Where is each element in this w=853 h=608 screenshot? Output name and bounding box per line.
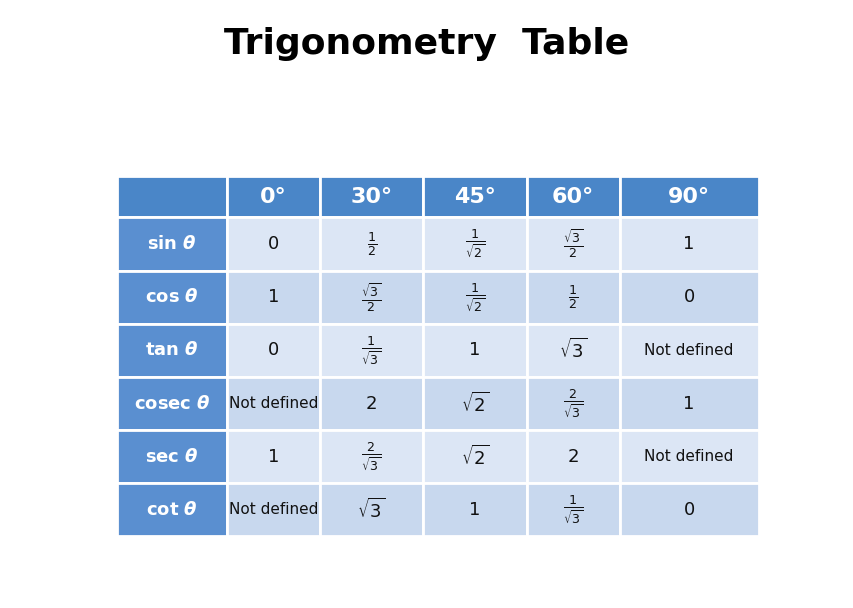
FancyBboxPatch shape	[423, 271, 526, 323]
Text: 30°: 30°	[351, 187, 392, 207]
FancyBboxPatch shape	[526, 218, 618, 271]
Text: 1: 1	[268, 447, 279, 466]
Text: $\mathbf{sin}\ \boldsymbol{\theta}$: $\mathbf{sin}\ \boldsymbol{\theta}$	[147, 235, 196, 253]
Text: 0°: 0°	[260, 187, 287, 207]
Text: 1: 1	[682, 395, 694, 412]
FancyBboxPatch shape	[526, 271, 618, 323]
Text: $\frac{1}{2}$: $\frac{1}{2}$	[567, 283, 577, 311]
FancyBboxPatch shape	[320, 430, 423, 483]
Text: 90°: 90°	[667, 187, 710, 207]
FancyBboxPatch shape	[117, 377, 227, 430]
FancyBboxPatch shape	[227, 218, 320, 271]
FancyBboxPatch shape	[117, 323, 227, 377]
Text: 1: 1	[268, 288, 279, 306]
Text: $\mathbf{cos}\ \boldsymbol{\theta}$: $\mathbf{cos}\ \boldsymbol{\theta}$	[145, 288, 199, 306]
FancyBboxPatch shape	[227, 483, 320, 536]
Text: 0: 0	[682, 501, 694, 519]
FancyBboxPatch shape	[227, 176, 320, 218]
FancyBboxPatch shape	[320, 323, 423, 377]
Text: $\frac{1}{\sqrt{2}}$: $\frac{1}{\sqrt{2}}$	[464, 281, 485, 314]
Text: $\mathbf{sec}\ \boldsymbol{\theta}$: $\mathbf{sec}\ \boldsymbol{\theta}$	[145, 447, 199, 466]
Text: 2: 2	[566, 447, 578, 466]
Text: $\sqrt{2}$: $\sqrt{2}$	[461, 392, 489, 416]
FancyBboxPatch shape	[117, 271, 227, 323]
FancyBboxPatch shape	[423, 430, 526, 483]
FancyBboxPatch shape	[320, 218, 423, 271]
FancyBboxPatch shape	[618, 430, 757, 483]
FancyBboxPatch shape	[117, 483, 227, 536]
Text: 1: 1	[469, 501, 480, 519]
Text: Not defined: Not defined	[229, 502, 318, 517]
FancyBboxPatch shape	[117, 218, 227, 271]
FancyBboxPatch shape	[526, 483, 618, 536]
FancyBboxPatch shape	[227, 377, 320, 430]
Text: $\frac{\sqrt{3}}{2}$: $\frac{\sqrt{3}}{2}$	[361, 281, 381, 314]
Text: 0: 0	[682, 288, 694, 306]
Text: $\frac{1}{\sqrt{3}}$: $\frac{1}{\sqrt{3}}$	[361, 334, 381, 367]
FancyBboxPatch shape	[618, 377, 757, 430]
Text: $\sqrt{3}$: $\sqrt{3}$	[559, 338, 587, 362]
Text: $\frac{1}{2}$: $\frac{1}{2}$	[366, 230, 376, 258]
FancyBboxPatch shape	[618, 271, 757, 323]
FancyBboxPatch shape	[320, 377, 423, 430]
Text: 0: 0	[268, 235, 279, 253]
FancyBboxPatch shape	[618, 323, 757, 377]
Text: Not defined: Not defined	[644, 449, 733, 464]
Text: 60°: 60°	[551, 187, 594, 207]
FancyBboxPatch shape	[423, 323, 526, 377]
Text: $\frac{1}{\sqrt{3}}$: $\frac{1}{\sqrt{3}}$	[562, 494, 583, 526]
FancyBboxPatch shape	[526, 377, 618, 430]
FancyBboxPatch shape	[320, 271, 423, 323]
Text: $\mathbf{tan}\ \boldsymbol{\theta}$: $\mathbf{tan}\ \boldsymbol{\theta}$	[145, 341, 199, 359]
FancyBboxPatch shape	[526, 176, 618, 218]
Text: 1: 1	[682, 235, 694, 253]
FancyBboxPatch shape	[526, 430, 618, 483]
FancyBboxPatch shape	[618, 483, 757, 536]
FancyBboxPatch shape	[423, 218, 526, 271]
FancyBboxPatch shape	[618, 176, 757, 218]
Text: $\sqrt{2}$: $\sqrt{2}$	[461, 444, 489, 469]
Text: $\frac{2}{\sqrt{3}}$: $\frac{2}{\sqrt{3}}$	[361, 440, 381, 473]
Text: 0: 0	[268, 341, 279, 359]
Text: Not defined: Not defined	[229, 396, 318, 411]
Text: Trigonometry  Table: Trigonometry Table	[224, 27, 629, 61]
Text: 1: 1	[469, 341, 480, 359]
FancyBboxPatch shape	[117, 430, 227, 483]
Text: 2: 2	[366, 395, 377, 412]
FancyBboxPatch shape	[526, 323, 618, 377]
Text: $\sqrt{3}$: $\sqrt{3}$	[357, 498, 386, 522]
FancyBboxPatch shape	[320, 483, 423, 536]
Text: $\frac{1}{\sqrt{2}}$: $\frac{1}{\sqrt{2}}$	[464, 227, 485, 260]
FancyBboxPatch shape	[117, 176, 227, 218]
FancyBboxPatch shape	[618, 218, 757, 271]
FancyBboxPatch shape	[227, 271, 320, 323]
Text: $\frac{2}{\sqrt{3}}$: $\frac{2}{\sqrt{3}}$	[562, 387, 583, 420]
FancyBboxPatch shape	[320, 176, 423, 218]
Text: Not defined: Not defined	[644, 343, 733, 358]
Text: $\mathbf{cot}\ \boldsymbol{\theta}$: $\mathbf{cot}\ \boldsymbol{\theta}$	[146, 501, 197, 519]
FancyBboxPatch shape	[423, 176, 526, 218]
FancyBboxPatch shape	[227, 430, 320, 483]
Text: 45°: 45°	[454, 187, 496, 207]
FancyBboxPatch shape	[227, 323, 320, 377]
FancyBboxPatch shape	[423, 377, 526, 430]
Text: $\frac{\sqrt{3}}{2}$: $\frac{\sqrt{3}}{2}$	[562, 227, 583, 260]
FancyBboxPatch shape	[423, 483, 526, 536]
Text: $\mathbf{cosec}\ \boldsymbol{\theta}$: $\mathbf{cosec}\ \boldsymbol{\theta}$	[134, 395, 210, 412]
